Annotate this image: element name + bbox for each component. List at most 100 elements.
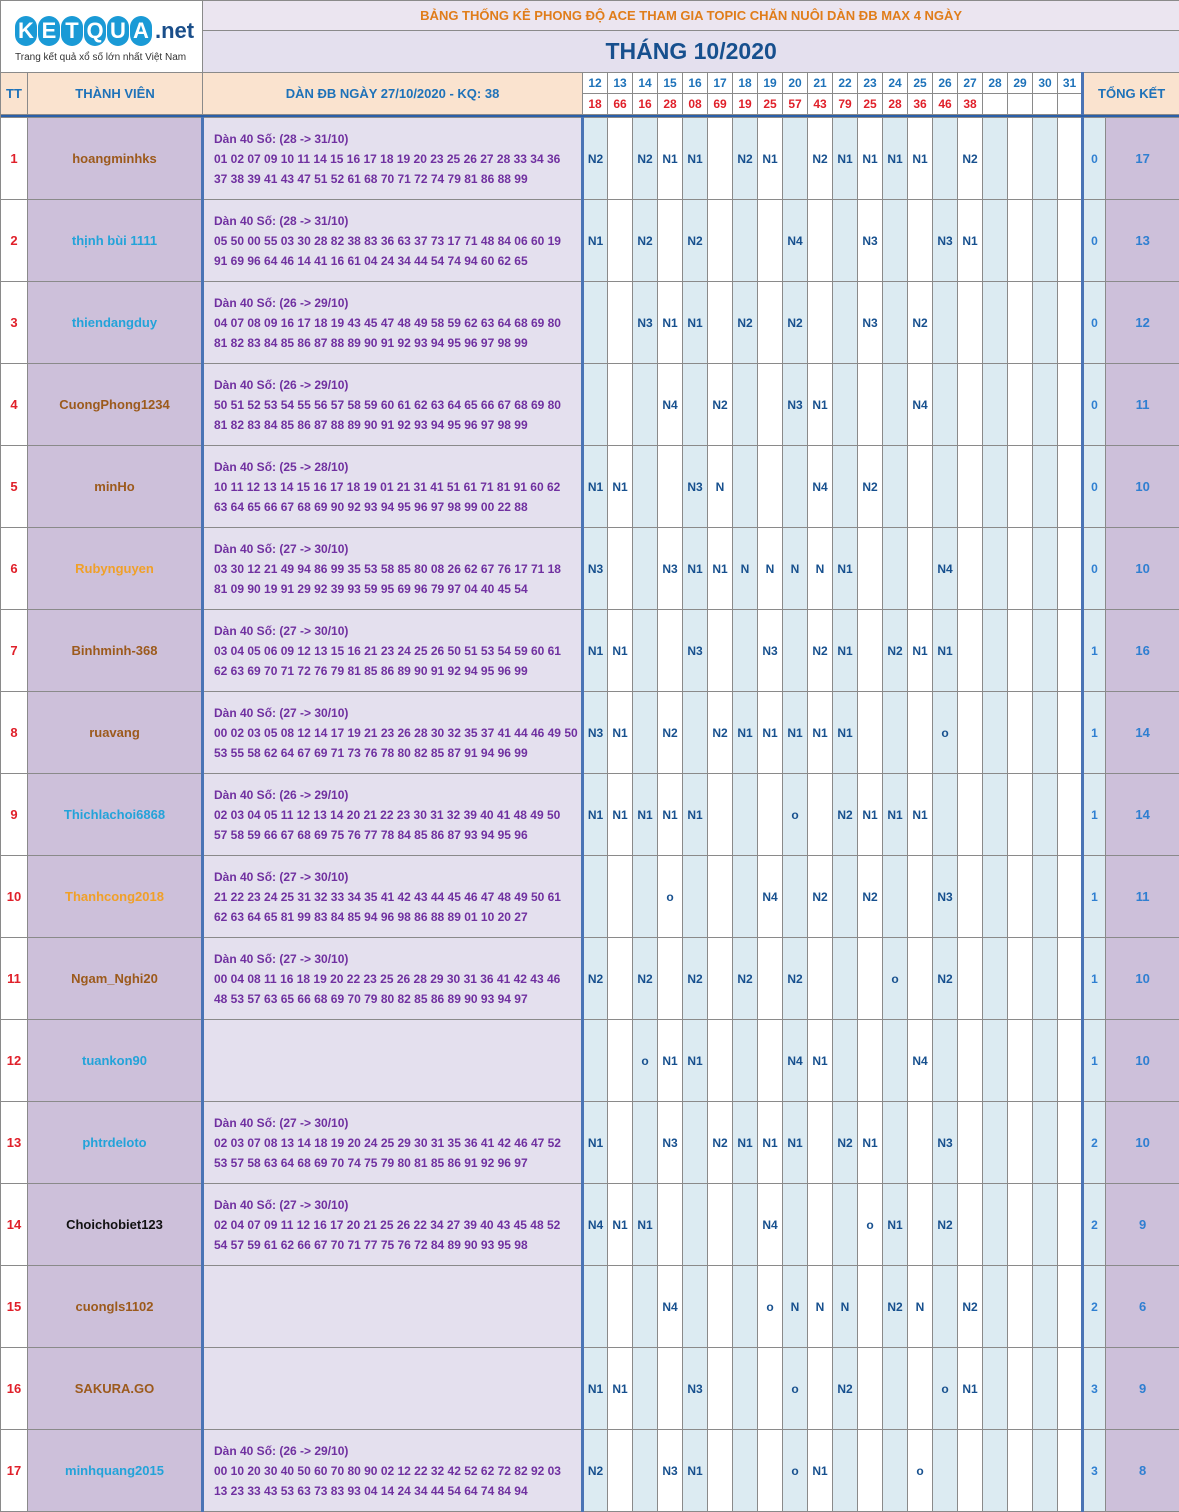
summary-hits: 8 xyxy=(1106,1430,1179,1512)
day-cell xyxy=(808,1102,833,1184)
dan-line: 48 53 57 63 65 66 68 69 70 79 80 82 85 8… xyxy=(214,989,581,1009)
day-cell: o xyxy=(658,856,683,938)
day-cell xyxy=(958,1184,983,1266)
day-cell: N3 xyxy=(658,1102,683,1184)
summary-hits: 9 xyxy=(1106,1348,1179,1430)
day-cell: N1 xyxy=(608,446,633,528)
day-cell xyxy=(1008,1102,1033,1184)
day-cell xyxy=(958,1430,983,1512)
summary-hits: 10 xyxy=(1106,1020,1179,1102)
member-name[interactable]: phtrdeloto xyxy=(28,1102,203,1184)
day-cell: N4 xyxy=(583,1184,608,1266)
day-cell: N2 xyxy=(583,118,608,200)
day-cell xyxy=(908,200,933,282)
day-cell: N3 xyxy=(683,610,708,692)
day-cell xyxy=(933,1266,958,1348)
day-cell xyxy=(833,364,858,446)
day-cell xyxy=(858,1266,883,1348)
member-name[interactable]: thiendangduy xyxy=(28,282,203,364)
day-cell xyxy=(758,774,783,856)
day-cell xyxy=(1033,1184,1058,1266)
summary-hits: 13 xyxy=(1106,200,1179,282)
day-cell xyxy=(858,528,883,610)
day-cell xyxy=(633,856,658,938)
member-name[interactable]: tuankon90 xyxy=(28,1020,203,1102)
dan-line: Dàn 40 Số: (27 -> 30/10) xyxy=(214,1195,581,1215)
day-cell xyxy=(1033,938,1058,1020)
member-name[interactable]: Thichlachoi6868 xyxy=(28,774,203,856)
member-name[interactable]: minhquang2015 xyxy=(28,1430,203,1512)
day-cell xyxy=(783,446,808,528)
day-cell: N1 xyxy=(908,610,933,692)
day-cell xyxy=(1008,1430,1033,1512)
day-cell: o xyxy=(783,1348,808,1430)
day-cell: N2 xyxy=(858,446,883,528)
day-cell xyxy=(808,282,833,364)
day-cell: N1 xyxy=(808,692,833,774)
member-name[interactable]: cuongls1102 xyxy=(28,1266,203,1348)
dan-line: 53 55 58 62 64 67 69 71 73 76 78 80 82 8… xyxy=(214,743,581,763)
header-result: 16 xyxy=(633,94,658,115)
day-cell xyxy=(758,200,783,282)
summary-hits: 10 xyxy=(1106,528,1179,610)
header-result: 38 xyxy=(958,94,983,115)
member-name[interactable]: CuongPhong1234 xyxy=(28,364,203,446)
day-cell xyxy=(983,364,1008,446)
dan-line: 04 07 08 09 16 17 18 19 43 45 47 48 49 5… xyxy=(214,313,581,333)
day-cell: N1 xyxy=(758,118,783,200)
day-cell: N2 xyxy=(683,200,708,282)
day-cell: N2 xyxy=(858,856,883,938)
member-name[interactable]: Thanhcong2018 xyxy=(28,856,203,938)
member-name[interactable]: SAKURA.GO xyxy=(28,1348,203,1430)
day-cell xyxy=(1033,118,1058,200)
day-cell xyxy=(958,282,983,364)
member-name[interactable]: minHo xyxy=(28,446,203,528)
day-cell: N2 xyxy=(958,1266,983,1348)
dan-line: 02 03 07 08 13 14 18 19 20 24 25 29 30 3… xyxy=(214,1133,581,1153)
member-name[interactable]: Ngam_Nghi20 xyxy=(28,938,203,1020)
summary-hits: 10 xyxy=(1106,446,1179,528)
day-cell xyxy=(858,1020,883,1102)
day-cell: o xyxy=(858,1184,883,1266)
member-name[interactable]: hoangminhks xyxy=(28,118,203,200)
day-cell xyxy=(783,856,808,938)
header-result: 28 xyxy=(658,94,683,115)
day-cell xyxy=(1033,364,1058,446)
header-result xyxy=(1008,94,1033,115)
member-name[interactable]: ruavang xyxy=(28,692,203,774)
day-cell xyxy=(758,1020,783,1102)
member-name[interactable]: Choichobiet123 xyxy=(28,1184,203,1266)
member-name[interactable]: Rubynguyen xyxy=(28,528,203,610)
day-cell xyxy=(758,446,783,528)
day-cell: o xyxy=(933,692,958,774)
day-cell: N1 xyxy=(583,610,608,692)
day-cell: N1 xyxy=(933,610,958,692)
dan-line: Dàn 40 Số: (27 -> 30/10) xyxy=(214,703,581,723)
day-cell: N1 xyxy=(608,692,633,774)
day-cell xyxy=(983,1266,1008,1348)
member-name[interactable]: Binhminh-368 xyxy=(28,610,203,692)
day-cell xyxy=(783,610,808,692)
day-cell: N2 xyxy=(783,282,808,364)
day-cell xyxy=(883,1430,908,1512)
day-cell: N4 xyxy=(758,1184,783,1266)
day-cell xyxy=(1033,282,1058,364)
day-cell xyxy=(983,610,1008,692)
day-cell xyxy=(708,856,733,938)
day-cell xyxy=(1008,938,1033,1020)
dan-line: 50 51 52 53 54 55 56 57 58 59 60 61 62 6… xyxy=(214,395,581,415)
dan-line: 53 57 58 63 64 68 69 70 74 75 79 80 81 8… xyxy=(214,1153,581,1173)
member-name[interactable]: thịnh bùi 1111 xyxy=(28,200,203,282)
logo-letter: A xyxy=(130,16,152,46)
day-cell xyxy=(983,528,1008,610)
day-cell xyxy=(1058,1020,1083,1102)
day-cell xyxy=(633,692,658,774)
